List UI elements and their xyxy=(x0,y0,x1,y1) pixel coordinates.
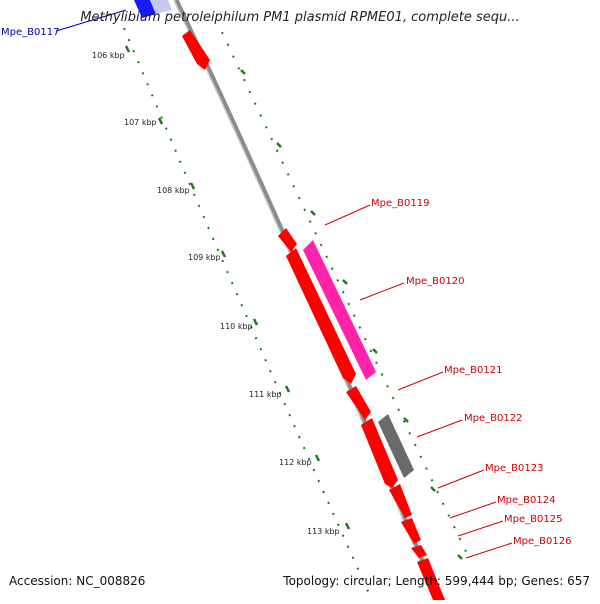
gene-callout-lines xyxy=(55,9,513,559)
kbp-label: 107 kbp xyxy=(124,118,157,127)
gene-forward-3[interactable] xyxy=(361,418,398,488)
gene-forward-long[interactable] xyxy=(286,248,356,384)
gene-top-forward[interactable] xyxy=(182,30,210,70)
gene-forward-2[interactable] xyxy=(346,386,371,420)
kbp-label: 108 kbp xyxy=(157,186,190,195)
kbp-major-ticks xyxy=(124,45,351,530)
gene-label-mpe-b0125[interactable]: Mpe_B0125 xyxy=(504,514,562,525)
gene-label-mpe-b0121[interactable]: Mpe_B0121 xyxy=(444,365,502,376)
gene-label-mpe-b0120[interactable]: Mpe_B0120 xyxy=(406,276,464,287)
topology-info-text: Topology: circular; Length: 599,444 bp; … xyxy=(283,574,590,588)
gene-label-mpe-b0117[interactable]: Mpe_B0117 xyxy=(1,27,59,38)
gene-forward-5[interactable] xyxy=(401,518,421,544)
gene-forward-7[interactable] xyxy=(417,558,445,600)
outer-major-ticks xyxy=(240,69,463,560)
kbp-labels: 106 kbp 107 kbp 108 kbp 109 kbp 110 kbp … xyxy=(92,51,340,536)
gene-forward-6[interactable] xyxy=(411,545,427,558)
kbp-label: 111 kbp xyxy=(249,390,282,399)
gene-label-mpe-b0124[interactable]: Mpe_B0124 xyxy=(497,495,555,506)
gene-mpe-b0122[interactable] xyxy=(378,414,414,478)
gene-label-mpe-b0122[interactable]: Mpe_B0122 xyxy=(464,413,522,424)
accession-text: Accession: NC_008826 xyxy=(9,574,146,588)
kbp-label: 110 kbp xyxy=(220,322,253,331)
kbp-label: 112 kbp xyxy=(279,458,312,467)
gene-label-mpe-b0126[interactable]: Mpe_B0126 xyxy=(513,536,571,547)
gene-mpe-b0120[interactable] xyxy=(303,240,376,380)
gene-label-mpe-b0123[interactable]: Mpe_B0123 xyxy=(485,463,543,474)
kbp-label: 106 kbp xyxy=(92,51,125,60)
kbp-label: 109 kbp xyxy=(188,253,221,262)
map-title: Methylibium petroleiphilum PM1 plasmid R… xyxy=(80,10,520,25)
gene-forward-4[interactable] xyxy=(389,484,412,518)
outer-tick-track xyxy=(221,31,471,561)
kbp-label: 113 kbp xyxy=(307,527,340,536)
sequence-backbone-highlight xyxy=(173,0,437,601)
gene-mpe-b0117-fade xyxy=(150,0,172,14)
gene-forward-small[interactable] xyxy=(278,228,297,252)
gene-label-mpe-b0119[interactable]: Mpe_B0119 xyxy=(371,198,429,209)
gene-mpe-b0117[interactable] xyxy=(134,0,156,18)
